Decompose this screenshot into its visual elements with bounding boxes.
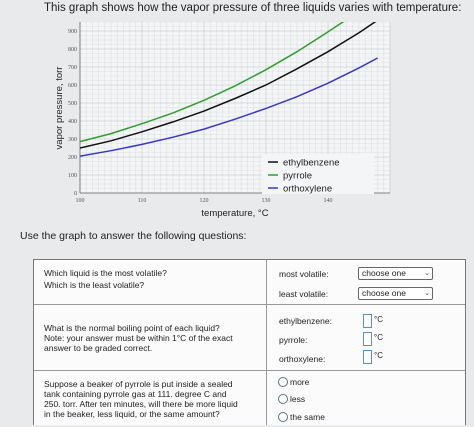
series-line-ethylbenzene xyxy=(80,22,377,149)
y-tick-label: 800 xyxy=(68,47,77,53)
chevron-down-icon: ⌄ xyxy=(424,290,430,297)
option-less-label: less xyxy=(290,394,306,404)
q1-line1: Which liquid is the most volatile? xyxy=(44,268,167,278)
most-volatile-select[interactable]: choose one ⌄ xyxy=(358,267,433,280)
q2-line3: answer to be graded correct. xyxy=(44,343,153,353)
q3-line2: tank containing pyrrole gas at 111. degr… xyxy=(44,389,227,399)
y-tick-label: 300 xyxy=(68,137,77,143)
y-tick-label: 900 xyxy=(68,29,77,35)
x-tick-label: 140 xyxy=(324,198,333,204)
x-tick-label: 130 xyxy=(262,198,271,204)
q3-line4: in the beaker, less liquid, or the same … xyxy=(44,409,220,419)
radio-the-same[interactable] xyxy=(278,412,288,422)
y-tick-label: 700 xyxy=(68,65,77,71)
legend-label-orthoxylene: orthoxylene xyxy=(283,184,332,195)
ethylbenzene-boiling-input[interactable] xyxy=(363,314,372,328)
question-row-boiling-point: What is the normal boiling point of each… xyxy=(34,304,465,371)
y-axis-label: vapor pressure, torr xyxy=(54,67,65,150)
q2-line1: What is the normal boiling point of each… xyxy=(44,323,220,333)
pyrrole-unit: °C xyxy=(374,333,383,342)
least-volatile-label: least volatile: xyxy=(279,289,329,299)
y-tick-label: 400 xyxy=(68,119,77,125)
pyrrole-label: pyrrole: xyxy=(279,335,308,345)
option-same-label: the same xyxy=(290,412,325,422)
chevron-down-icon: ⌄ xyxy=(424,270,430,277)
series-line-pyrrole xyxy=(80,22,345,143)
legend-label-ethylbenzene: ethylbenzene xyxy=(283,158,340,169)
legend-label-pyrrole: pyrrole xyxy=(283,171,312,182)
y-tick-label: 100 xyxy=(68,173,77,179)
orthoxylene-label: orthoxylene: xyxy=(279,354,326,364)
orthoxylene-unit: °C xyxy=(374,351,383,360)
orthoxylene-boiling-input[interactable] xyxy=(363,350,372,364)
x-tick-label: 100 xyxy=(76,198,85,204)
x-tick-label: 110 xyxy=(138,198,147,204)
legend-box xyxy=(262,154,374,194)
question-row-volatility: Which liquid is the most volatile? Which… xyxy=(34,260,465,304)
most-volatile-label: most volatile: xyxy=(279,269,329,279)
q1-line2: Which is the least volatile? xyxy=(44,280,145,290)
question-row-equilibrium: Suppose a beaker of pyrrole is put insid… xyxy=(34,370,465,427)
ethylbenzene-label: ethylbenzene: xyxy=(279,316,332,326)
most-volatile-select-value: choose one xyxy=(362,268,406,278)
q3-line1: Suppose a beaker of pyrrole is put insid… xyxy=(44,379,233,389)
least-volatile-select[interactable]: choose one ⌄ xyxy=(358,287,433,300)
column-divider xyxy=(266,260,267,425)
y-tick-label: 500 xyxy=(68,101,77,107)
y-tick-label: 0 xyxy=(74,191,77,197)
prompt-text: Use the graph to answer the following qu… xyxy=(20,230,247,242)
vapor-pressure-chart: 100 110 120 130 1400100200300400500600700800… xyxy=(54,21,391,219)
option-more-label: more xyxy=(290,377,310,387)
x-tick-label: 120 xyxy=(200,198,209,204)
series-line-orthoxylene xyxy=(80,57,378,157)
y-tick-label: 200 xyxy=(68,155,77,161)
radio-more[interactable] xyxy=(278,377,288,387)
q3-line3: 250. torr. After ten minutes, will there… xyxy=(44,399,238,409)
intro-text: This graph shows how the vapor pressure … xyxy=(44,2,462,14)
y-tick-label: 600 xyxy=(68,83,77,89)
question-table: Which liquid is the most volatile? Which… xyxy=(33,259,466,425)
least-volatile-select-value: choose one xyxy=(362,288,406,298)
q2-line2: Note: your answer must be within 1°C of … xyxy=(44,333,233,343)
ethylbenzene-unit: °C xyxy=(374,315,383,324)
pyrrole-boiling-input[interactable] xyxy=(363,332,372,346)
x-axis-label: temperature, °C xyxy=(201,208,268,219)
radio-less[interactable] xyxy=(278,394,288,404)
